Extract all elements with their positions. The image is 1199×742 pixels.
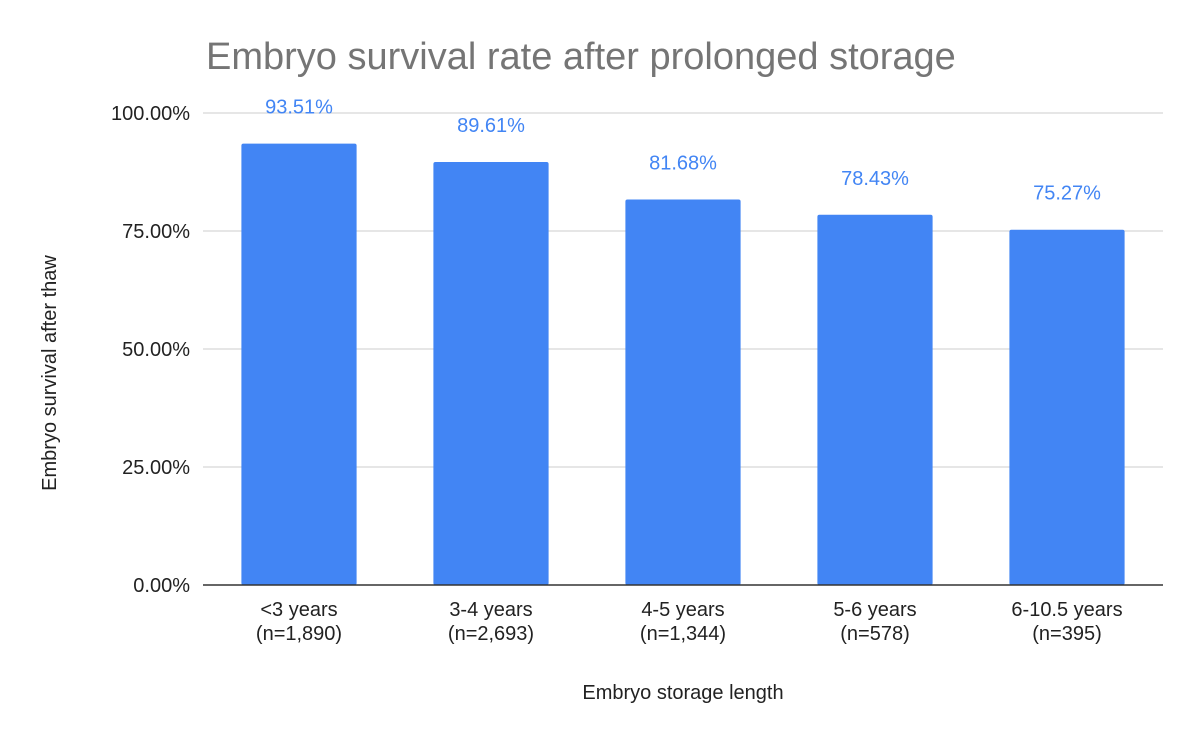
bar bbox=[1009, 229, 1125, 586]
data-label: 89.61% bbox=[457, 115, 525, 137]
y-axis-label: Embryo survival after thaw bbox=[39, 255, 61, 491]
data-label: 78.43% bbox=[841, 168, 909, 190]
bar bbox=[241, 143, 357, 585]
y-tick-label: 75.00% bbox=[122, 221, 190, 243]
x-tick-label: (n=1,890) bbox=[256, 623, 342, 645]
x-axis-label: Embryo storage length bbox=[582, 682, 783, 704]
data-labels: 93.51% 89.61% 81.68% 78.43% 75.27% bbox=[265, 97, 1101, 205]
y-tick-label: 100.00% bbox=[111, 103, 190, 125]
bar bbox=[625, 199, 741, 585]
x-tick-label: 3-4 years bbox=[449, 599, 532, 621]
x-tick-label: (n=2,693) bbox=[448, 623, 534, 645]
x-tick-label: 6-10.5 years bbox=[1011, 599, 1122, 621]
x-tick-label: <3 years bbox=[260, 599, 337, 621]
bar bbox=[817, 214, 933, 585]
x-tick-label: 5-6 years bbox=[833, 599, 916, 621]
x-tick-label: (n=395) bbox=[1032, 623, 1102, 645]
data-label: 75.27% bbox=[1033, 183, 1101, 205]
bars bbox=[241, 143, 1125, 586]
y-axis-ticks: 0.00% 25.00% 50.00% 75.00% 100.00% bbox=[111, 103, 190, 597]
bar bbox=[433, 162, 549, 585]
y-tick-label: 50.00% bbox=[122, 339, 190, 361]
x-tick-label: (n=578) bbox=[840, 623, 910, 645]
x-tick-label: 4-5 years bbox=[641, 599, 724, 621]
y-tick-label: 0.00% bbox=[133, 575, 190, 597]
chart-title: Embryo survival rate after prolonged sto… bbox=[206, 36, 956, 78]
x-tick-label: (n=1,344) bbox=[640, 623, 726, 645]
x-axis-ticks: <3 years(n=1,890) 3-4 years(n=2,693) 4-5 y… bbox=[256, 599, 1123, 645]
data-label: 93.51% bbox=[265, 97, 333, 119]
data-label: 81.68% bbox=[649, 152, 717, 174]
y-tick-label: 25.00% bbox=[122, 457, 190, 479]
